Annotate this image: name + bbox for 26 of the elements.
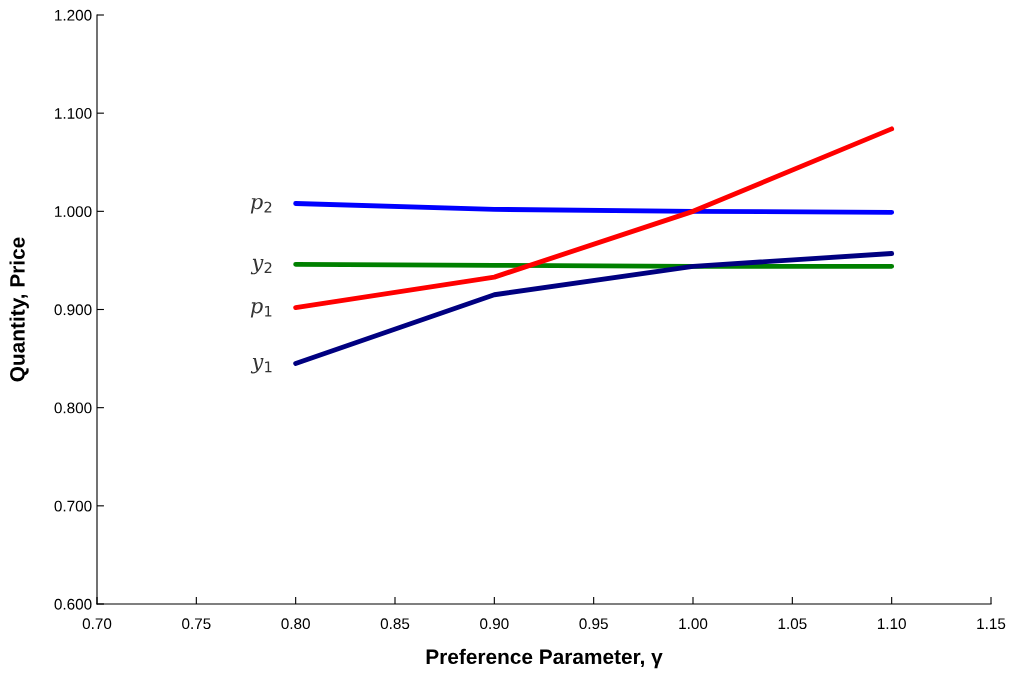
x-tick-label: 0.95 bbox=[579, 618, 608, 630]
series-label: p$_{1}$ bbox=[250, 301, 272, 318]
series-label: y$_{2}$ bbox=[250, 258, 272, 275]
x-tick-label: 0.75 bbox=[182, 618, 211, 630]
y-axis-title: Quantity, Price bbox=[9, 237, 29, 382]
x-tick-label: 0.80 bbox=[281, 618, 310, 630]
x-tick-label: 1.10 bbox=[877, 618, 906, 630]
y-tick-label: 1.100 bbox=[55, 108, 92, 119]
line-series bbox=[293, 251, 895, 366]
x-axis-title: Preference Parameter, γ bbox=[426, 648, 663, 669]
line-series bbox=[293, 201, 895, 215]
x-tick-label: 0.90 bbox=[480, 618, 509, 630]
series-label: y$_{1}$ bbox=[250, 357, 272, 374]
x-tick-label: 1.15 bbox=[977, 618, 1006, 630]
x-tick-label: 1.00 bbox=[679, 618, 708, 630]
y-tick-label: 0.700 bbox=[54, 500, 92, 512]
series-label: p$_{2}$ bbox=[250, 197, 272, 214]
y-tick-label: 1.200 bbox=[55, 9, 92, 21]
x-tick-label: 0.70 bbox=[82, 618, 112, 630]
x-tick-label: 0.85 bbox=[380, 618, 410, 630]
line-series bbox=[293, 126, 895, 310]
y-tick-label: 0.900 bbox=[54, 304, 92, 316]
x-tick-label: 1.05 bbox=[778, 618, 807, 630]
y-tick-label: 0.600 bbox=[54, 598, 92, 610]
y-tick-label: 1.000 bbox=[55, 206, 92, 218]
y-tick-label: 0.800 bbox=[54, 402, 92, 414]
